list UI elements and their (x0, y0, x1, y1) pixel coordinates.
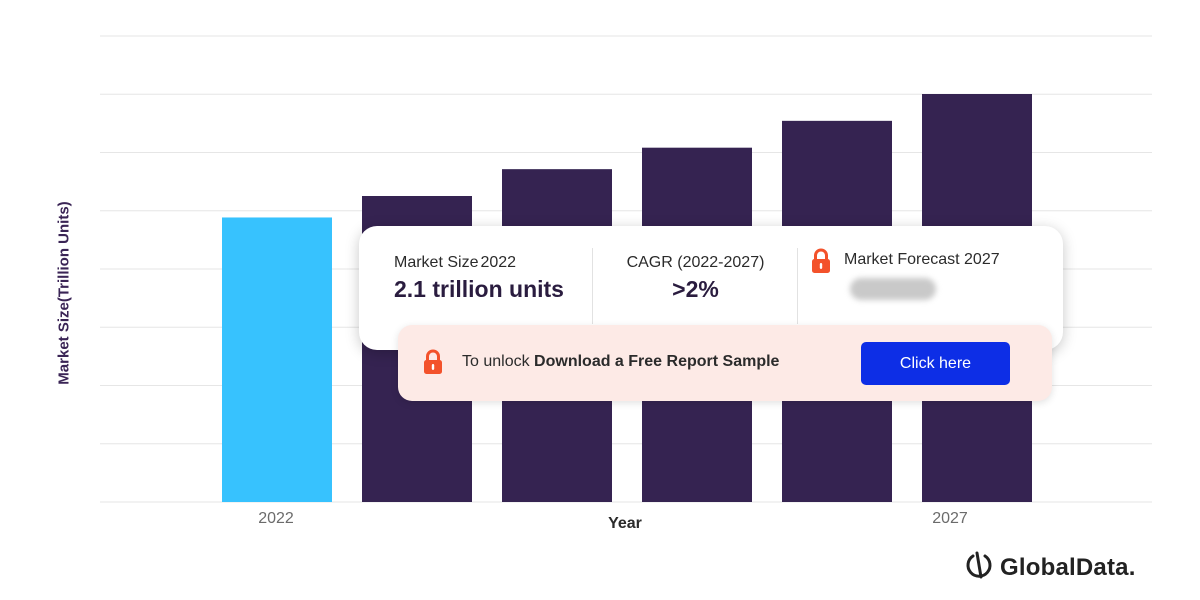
bar-2022 (222, 217, 332, 502)
click-here-button[interactable]: Click here (861, 342, 1010, 385)
x-axis-title: Year (608, 515, 642, 532)
forecast-label: Market Forecast 2027 (844, 251, 1000, 268)
market-size-value: 2.1 trillion units (394, 276, 564, 302)
y-axis-title: Market Size(Trillion Units) (55, 201, 73, 385)
forecast-section: Market Forecast 2027 (797, 248, 1064, 324)
cagr-value: >2% (672, 276, 719, 302)
market-size-label-text: Market Size (394, 254, 479, 271)
market-size-label: Market Size 2022 (394, 254, 516, 272)
globaldata-logo-icon (964, 550, 994, 585)
download-sample-link[interactable]: Download a Free Report Sample (534, 353, 780, 370)
lock-icon (422, 349, 444, 380)
unlock-prefix: To unlock (462, 353, 530, 370)
unlock-message: To unlock Download a Free Report Sample (462, 353, 779, 371)
market-size-year: 2022 (480, 254, 517, 271)
cagr-section: CAGR (2022-2027) >2% (592, 248, 798, 324)
globaldata-logo: GlobalData. (964, 550, 1136, 585)
cagr-label: CAGR (2022-2027) (626, 254, 765, 271)
x-tick-label-last: 2027 (932, 510, 968, 527)
x-tick-label-first: 2022 (258, 510, 294, 527)
market-size-section: Market Size 2022 2.1 trillion units (359, 226, 592, 324)
lock-icon (810, 248, 832, 279)
globaldata-logo-text: GlobalData. (1000, 553, 1136, 581)
unlock-banner: To unlock Download a Free Report Sample … (398, 325, 1052, 401)
forecast-value-blurred (850, 278, 936, 300)
